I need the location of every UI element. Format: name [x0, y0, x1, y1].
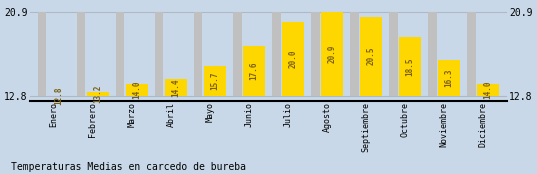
Bar — [467, 12, 476, 96]
Bar — [38, 12, 46, 96]
Text: 20.5: 20.5 — [367, 47, 375, 65]
Bar — [350, 12, 359, 96]
Text: 14.0: 14.0 — [133, 80, 141, 99]
Bar — [243, 46, 265, 96]
Bar — [282, 22, 304, 96]
Bar — [272, 12, 280, 96]
Bar — [400, 37, 421, 96]
Bar — [204, 66, 226, 96]
Bar — [165, 79, 187, 96]
Bar — [116, 12, 125, 96]
Bar — [194, 12, 202, 96]
Text: 12.8: 12.8 — [54, 87, 63, 105]
Bar — [389, 12, 397, 96]
Text: 14.4: 14.4 — [171, 78, 180, 97]
Bar — [321, 12, 343, 96]
Text: 15.7: 15.7 — [211, 72, 220, 90]
Bar — [87, 92, 108, 96]
Text: 18.5: 18.5 — [405, 57, 415, 76]
Bar — [477, 84, 499, 96]
Bar — [155, 12, 163, 96]
Text: Temperaturas Medias en carcedo de bureba: Temperaturas Medias en carcedo de bureba — [11, 162, 246, 172]
Bar — [77, 12, 85, 96]
Bar — [429, 12, 437, 96]
Bar — [233, 12, 242, 96]
Text: 14.0: 14.0 — [484, 80, 492, 99]
Bar — [438, 60, 460, 96]
Bar — [360, 17, 382, 96]
Bar — [126, 84, 148, 96]
Text: 16.3: 16.3 — [445, 69, 454, 87]
Bar — [311, 12, 320, 96]
Text: 20.0: 20.0 — [288, 50, 297, 68]
Text: 13.2: 13.2 — [93, 85, 103, 103]
Text: 20.9: 20.9 — [328, 45, 337, 63]
Text: 17.6: 17.6 — [250, 62, 258, 80]
